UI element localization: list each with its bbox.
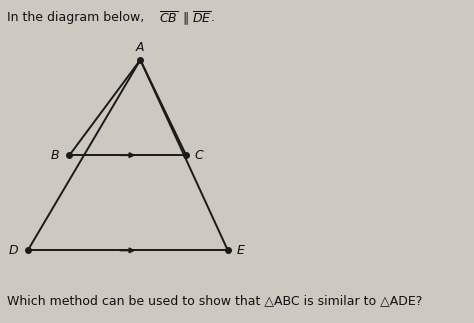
Text: B: B [51, 149, 59, 162]
Text: D: D [9, 244, 18, 257]
Text: $\overline{DE}$: $\overline{DE}$ [192, 11, 212, 26]
Text: .: . [210, 11, 214, 24]
Text: A: A [136, 41, 145, 54]
Text: $\overline{CB}$: $\overline{CB}$ [159, 11, 178, 26]
Text: C: C [194, 149, 203, 162]
Text: Which method can be used to show that △ABC is similar to △ADE?: Which method can be used to show that △A… [7, 295, 422, 307]
Text: In the diagram below,: In the diagram below, [7, 11, 148, 24]
Text: E: E [237, 244, 244, 257]
Text: $\parallel$: $\parallel$ [180, 11, 189, 27]
